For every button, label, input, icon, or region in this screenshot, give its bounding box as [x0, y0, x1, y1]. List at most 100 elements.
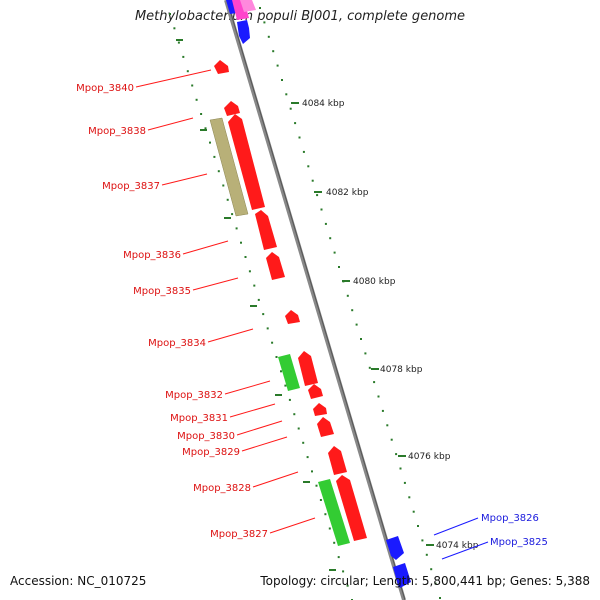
guide-dot: [403, 481, 406, 484]
guide-dot: [315, 484, 318, 487]
guide-dot: [294, 122, 297, 125]
tick-label-4078: 4078 kbp: [380, 365, 423, 375]
guide-dot: [311, 179, 314, 182]
guide-dot: [285, 93, 288, 96]
guide-dot: [259, 7, 261, 9]
guide-dot: [421, 539, 424, 542]
guide-dot: [169, 13, 171, 15]
guide-dot: [324, 513, 327, 516]
feature-top-partial[interactable]: [226, 0, 256, 44]
guide-dot: [333, 251, 336, 254]
guide-dot: [298, 136, 301, 139]
map-title: Methylobacterium populi BJ001, complete …: [134, 9, 466, 24]
guide-dot: [263, 21, 266, 24]
tick-label-4076: 4076 kbp: [408, 452, 451, 462]
guide-dot: [386, 424, 389, 427]
gene-mpop-3834[interactable]: [285, 310, 300, 324]
label-mpop-3840[interactable]: Mpop_3840: [76, 83, 134, 94]
label-mpop-3825[interactable]: Mpop_3825: [490, 537, 548, 548]
label-mpop-3829[interactable]: Mpop_3829: [182, 447, 240, 458]
guide-dot: [209, 141, 211, 144]
guide-dot: [425, 553, 428, 556]
guide-dot: [204, 127, 207, 130]
gene-mpop-3840[interactable]: [214, 60, 229, 74]
gene-mpop-3838[interactable]: [224, 101, 240, 116]
guide-dot: [302, 441, 305, 444]
label-mpop-3838[interactable]: Mpop_3838: [88, 126, 146, 137]
gene-mpop-3837[interactable]: [228, 114, 265, 210]
gene-mpop-3835[interactable]: [266, 252, 285, 280]
reverse-strand-genes: [214, 60, 367, 541]
guide-dot: [333, 541, 336, 544]
guide-dot: [231, 213, 234, 216]
label-mpop-3828[interactable]: Mpop_3828: [193, 483, 251, 494]
feature-other[interactable]: [209, 117, 249, 217]
gene-mpop-3826[interactable]: [386, 536, 404, 560]
guide-dot: [257, 298, 260, 301]
label-mpop-3830[interactable]: Mpop_3830: [177, 431, 235, 442]
guide-dot: [177, 41, 180, 44]
gene-mpop-3828[interactable]: [328, 446, 347, 475]
tick-label-4080: 4080 kbp: [353, 277, 396, 287]
guide-dot: [320, 208, 323, 211]
label-mpop-3827[interactable]: Mpop_3827: [210, 529, 268, 540]
gene-mpop-3825[interactable]: [393, 563, 411, 588]
guide-dot: [395, 453, 398, 456]
guide-dot: [191, 84, 194, 87]
guide-dot: [338, 266, 340, 268]
leader-lines: [135, 69, 489, 560]
green-feature-1[interactable]: [278, 354, 300, 391]
guide-dot: [351, 309, 354, 312]
label-mpop-3835[interactable]: Mpop_3835: [133, 286, 191, 297]
label-mpop-3826[interactable]: Mpop_3826: [481, 513, 539, 524]
label-mpop-3834[interactable]: Mpop_3834: [148, 338, 206, 349]
label-mpop-3837[interactable]: Mpop_3837: [102, 181, 160, 192]
label-mpop-3836[interactable]: Mpop_3836: [123, 250, 181, 261]
gene-mpop-3831[interactable]: [308, 384, 323, 399]
kbp-ticks: 4084 kbp 4082 kbp 4080 kbp 4078 kbp 4076…: [291, 99, 479, 551]
guide-dot: [377, 395, 380, 398]
guide-dot: [306, 456, 309, 459]
gene-labels: Mpop_3840 Mpop_3838 Mpop_3837 Mpop_3836 …: [76, 83, 548, 548]
guide-dot: [430, 568, 433, 571]
guide-dot: [328, 527, 331, 530]
guide-dot: [289, 107, 292, 110]
guide-dot: [281, 79, 283, 81]
guide-dot: [240, 241, 242, 244]
guide-dot: [276, 64, 279, 67]
guide-dot: [253, 284, 256, 287]
guide-dot: [342, 570, 345, 573]
gene-mpop-3827[interactable]: [336, 475, 367, 541]
guide-dot: [434, 582, 437, 585]
label-mpop-3832[interactable]: Mpop_3832: [165, 390, 223, 401]
guide-dot: [311, 470, 313, 473]
guide-dot: [267, 35, 270, 38]
label-mpop-3831[interactable]: Mpop_3831: [170, 413, 228, 424]
guide-dot: [302, 150, 305, 153]
guide-dot: [373, 381, 376, 384]
guide-dot: [275, 356, 278, 358]
guide-dot: [439, 597, 441, 599]
guide-dot: [284, 384, 287, 387]
guide-dot: [390, 438, 393, 441]
guide-dot: [368, 366, 371, 369]
guide-dot: [222, 184, 225, 187]
gene-mpop-3829[interactable]: [317, 417, 334, 437]
outer-guide-dots: [259, 7, 441, 599]
guide-dot: [213, 155, 216, 158]
guide-dot: [195, 98, 198, 101]
gene-mpop-3836[interactable]: [255, 210, 277, 250]
guide-dot: [364, 352, 367, 355]
guide-dot: [293, 413, 296, 416]
guide-dot: [182, 55, 185, 58]
guide-dot: [244, 256, 247, 258]
tick-label-4084: 4084 kbp: [302, 99, 345, 109]
inner-guide-dots: [169, 13, 353, 600]
guide-dot: [324, 222, 327, 225]
guide-dot: [360, 338, 362, 340]
gene-mpop-3830[interactable]: [313, 403, 327, 416]
tick-label-4074: 4074 kbp: [436, 541, 479, 551]
guide-dot: [280, 370, 282, 373]
green-feature-2[interactable]: [318, 479, 350, 546]
gene-mpop-3832[interactable]: [298, 351, 318, 386]
